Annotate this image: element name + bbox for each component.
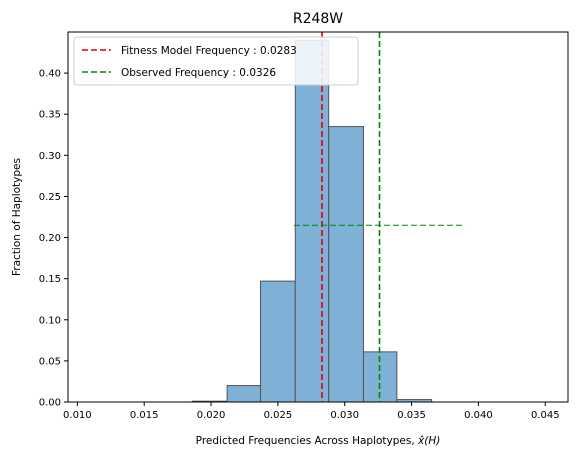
legend: Fitness Model Frequency : 0.0283 Observe…: [73, 36, 359, 86]
y-tick-label: 0.10: [39, 315, 61, 326]
reference-lines: [293, 32, 466, 402]
histogram-bars: [191, 39, 433, 403]
x-tick-label: 0.035: [397, 410, 426, 421]
x-tick-label: 0.025: [264, 410, 293, 421]
histogram-bar: [328, 126, 364, 403]
y-axis-label: Fraction of Haplotypes: [11, 158, 23, 276]
y-tick-label: 0.35: [39, 110, 61, 121]
y-tick-label: 0.20: [39, 233, 61, 244]
x-tick-label: 0.030: [330, 410, 359, 421]
histogram-bar: [294, 39, 330, 403]
x-tick-label: 0.015: [130, 410, 159, 421]
y-axis-ticks: 0.00 0.05 0.10 0.15 0.20 0.25 0.30 0.35 0.40: [39, 69, 68, 409]
x-tick-label: 0.040: [464, 410, 493, 421]
x-tick-label: 0.010: [63, 410, 92, 421]
x-axis-label: Predicted Frequencies Across Haplotypes,…: [196, 435, 441, 447]
chart-title: R248W: [293, 11, 343, 27]
legend-box: [73, 36, 359, 86]
y-tick-label: 0.15: [39, 274, 61, 285]
plot-frame: [67, 31, 569, 403]
legend-label-fitness: Fitness Model Frequency : 0.0283: [121, 45, 297, 57]
x-axis-ticks: 0.010 0.015 0.020 0.025 0.030 0.035 0.040 0.045: [63, 402, 560, 421]
y-tick-label: 0.25: [39, 192, 61, 203]
histogram-bar: [260, 280, 296, 403]
x-tick-label: 0.020: [197, 410, 226, 421]
legend-label-observed: Observed Frequency : 0.0326: [121, 67, 276, 79]
y-tick-label: 0.05: [39, 356, 61, 367]
x-tick-label: 0.045: [531, 410, 560, 421]
y-tick-label: 0.30: [39, 151, 61, 162]
y-tick-label: 0.40: [39, 69, 61, 80]
histogram-bar: [226, 385, 262, 403]
y-tick-label: 0.00: [39, 398, 61, 409]
